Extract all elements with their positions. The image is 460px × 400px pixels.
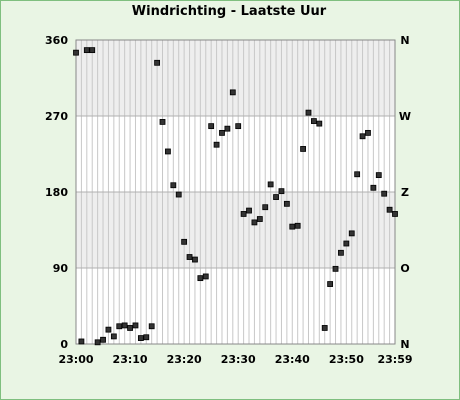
data-point bbox=[137, 335, 144, 341]
data-point bbox=[267, 181, 274, 188]
y-tick-label: 0 bbox=[60, 338, 68, 351]
data-point bbox=[283, 200, 290, 207]
data-point bbox=[375, 172, 382, 179]
data-point bbox=[192, 256, 198, 263]
data-point bbox=[213, 141, 220, 148]
data-point bbox=[310, 118, 317, 124]
data-point bbox=[262, 204, 269, 211]
data-point bbox=[359, 133, 366, 140]
data-point bbox=[246, 207, 252, 214]
data-point bbox=[208, 123, 215, 130]
data-point bbox=[83, 47, 90, 54]
data-point bbox=[370, 184, 377, 191]
y-right-compass-label: Z bbox=[401, 186, 409, 199]
data-point bbox=[121, 322, 128, 329]
data-point bbox=[186, 254, 193, 260]
data-point bbox=[224, 125, 231, 132]
data-point bbox=[256, 216, 263, 222]
x-tick-label: 23:59 bbox=[377, 353, 412, 366]
data-point bbox=[148, 323, 155, 330]
y-tick-label: 270 bbox=[45, 110, 68, 123]
data-point bbox=[154, 59, 161, 66]
data-point bbox=[143, 334, 150, 341]
data-point bbox=[170, 182, 177, 189]
data-point bbox=[332, 265, 339, 272]
plot-border bbox=[75, 39, 396, 345]
band-270-360 bbox=[76, 40, 395, 116]
data-point bbox=[240, 211, 247, 217]
data-point bbox=[229, 89, 236, 96]
data-point bbox=[94, 339, 101, 346]
data-point bbox=[159, 119, 166, 125]
data-point bbox=[110, 333, 117, 340]
data-point bbox=[300, 146, 306, 152]
data-point bbox=[105, 326, 112, 333]
data-point bbox=[127, 325, 133, 331]
data-point bbox=[73, 49, 79, 56]
data-point bbox=[181, 238, 188, 245]
data-point bbox=[235, 123, 242, 130]
data-point bbox=[289, 223, 296, 230]
data-point bbox=[316, 120, 323, 127]
data-point bbox=[381, 190, 388, 197]
y-right-compass-label: N bbox=[400, 34, 409, 47]
data-point bbox=[278, 188, 285, 195]
data-point bbox=[89, 47, 96, 54]
data-point bbox=[338, 249, 344, 256]
y-tick-label: 90 bbox=[53, 262, 69, 275]
data-point bbox=[197, 275, 204, 282]
y-right-compass-label: O bbox=[400, 262, 409, 275]
data-point bbox=[132, 322, 139, 329]
y-tick-label: 180 bbox=[45, 186, 68, 199]
x-tick-label: 23:30 bbox=[221, 353, 256, 366]
data-point bbox=[251, 219, 258, 226]
data-point bbox=[202, 273, 209, 280]
y-tick-label: 360 bbox=[45, 34, 68, 47]
data-point bbox=[327, 281, 334, 287]
data-point bbox=[305, 109, 312, 116]
data-point bbox=[165, 148, 171, 155]
y-right-compass-label: N bbox=[400, 338, 409, 351]
data-point bbox=[321, 325, 328, 331]
data-point bbox=[294, 222, 301, 229]
data-point bbox=[273, 194, 279, 200]
data-point bbox=[219, 129, 225, 136]
data-point bbox=[354, 171, 361, 178]
chart-title: Windrichting - Laatste Uur bbox=[132, 4, 327, 19]
data-point bbox=[392, 211, 398, 217]
data-point bbox=[175, 191, 182, 198]
x-tick-label: 23:00 bbox=[58, 353, 93, 366]
data-point bbox=[365, 129, 371, 136]
x-tick-label: 23:40 bbox=[275, 353, 310, 366]
data-point bbox=[116, 323, 123, 330]
band-90-180 bbox=[76, 192, 395, 268]
y-right-compass-label: W bbox=[399, 110, 411, 123]
data-point bbox=[386, 206, 393, 213]
data-point bbox=[100, 336, 106, 343]
data-point bbox=[343, 240, 350, 247]
x-tick-label: 23:10 bbox=[113, 353, 148, 366]
data-point bbox=[348, 230, 355, 237]
x-tick-label: 23:50 bbox=[329, 353, 364, 366]
x-tick-label: 23:20 bbox=[167, 353, 202, 366]
data-point bbox=[78, 338, 85, 345]
